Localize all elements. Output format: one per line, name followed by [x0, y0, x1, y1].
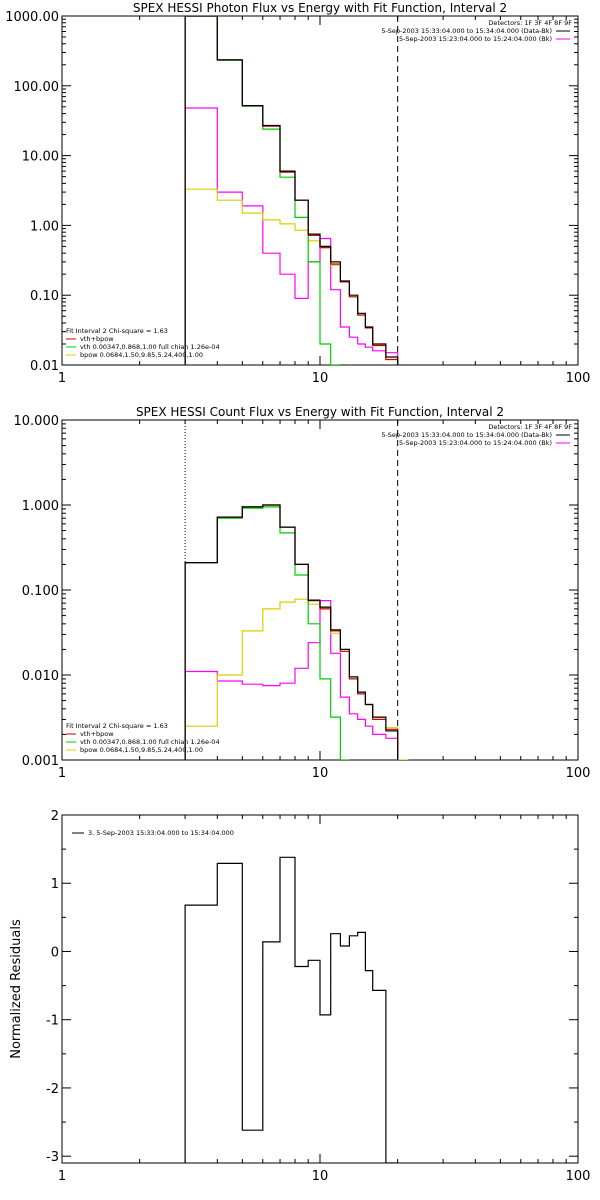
y-tick-label: 0.010 [22, 669, 59, 684]
y-tick-label: -2 [46, 1082, 59, 1097]
legend-left-entry: vth 0.00347,0.868,1.00 full chian 1.26e-… [80, 738, 220, 746]
x-tick-label: 100 [566, 766, 591, 781]
chart-panel-2: SPEX HESSI Count Flux vs Energy with Fit… [14, 405, 591, 781]
detectors-label: Detectors: 1F 3F 4F 8F 9F [488, 19, 572, 27]
x-tick-label: 10 [312, 371, 329, 386]
detectors-label: Detectors: 1F 3F 4F 8F 9F [488, 423, 572, 431]
legend-left-header: Fit Interval 2 Chi-square = 1.63 [66, 327, 168, 335]
series-data-histogram [184, 856, 398, 1163]
x-tick-label: 1 [58, 1169, 66, 1184]
x-tick-label: 1 [58, 766, 66, 781]
plot-frame [61, 419, 579, 761]
legend-left-entry: bpow 0.0684,1.50,9.85,5.24,400,1.00 [80, 351, 203, 359]
y-tick-label: 100.00 [14, 80, 60, 95]
series-bpow-histogram [184, 598, 409, 760]
y-tick-label: 0.100 [22, 584, 59, 599]
legend-right-entry: 5-Sep-2003 15:33:04.000 to 15:34:04.000 … [381, 431, 552, 439]
x-tick-label: 10 [312, 1169, 329, 1184]
x-tick-label: 100 [566, 371, 591, 386]
x-tick-label: 10 [312, 766, 329, 781]
y-tick-label: 1.000 [22, 499, 59, 514]
series-group [184, 856, 398, 1163]
legend-right-entry: 5-Sep-2003 15:23:04.000 to 15:24:04.000 … [399, 439, 552, 447]
series-group [184, 16, 399, 365]
y-tick-label: 1.00 [30, 219, 59, 234]
chart-title: SPEX HESSI Count Flux vs Energy with Fit… [136, 405, 504, 419]
y-axis-label: Normalized Residuals [9, 919, 24, 1059]
legend-right-entry: 5-Sep-2003 15:33:04.000 to 15:34:04.000 … [381, 27, 552, 35]
legend-right-entry: 5-Sep-2003 15:23:04.000 to 15:24:04.000 … [399, 35, 552, 43]
legend-left-entry: bpow 0.0684,1.50,9.85,5.24,400,1.00 [80, 746, 203, 754]
chart-panel-1: SPEX HESSI Photon Flux vs Energy with Fi… [5, 1, 590, 386]
series-total-histogram [184, 107, 399, 365]
chart-title: SPEX HESSI Photon Flux vs Energy with Fi… [133, 1, 507, 15]
x-tick-label: 1 [58, 371, 66, 386]
y-tick-label: 0.001 [22, 754, 59, 769]
series-total-histogram [184, 600, 399, 760]
y-tick-label: 10.00 [22, 150, 59, 165]
y-tick-label: -3 [46, 1150, 59, 1165]
series-data-histogram [184, 504, 399, 760]
y-tick-label: -1 [46, 1014, 59, 1029]
y-tick-label: 0 [51, 945, 59, 960]
y-tick-label: 10.000 [14, 414, 60, 429]
series-bpow-histogram [184, 188, 399, 365]
y-tick-label: 1 [51, 877, 59, 892]
chart-panel-3: Normalized Residuals 1 10 100 -3 -2 -1 0 1 2 3. 5-… [9, 809, 590, 1184]
legend-left-entry: vth+bpow [80, 730, 114, 738]
y-tick-label: 0.01 [30, 359, 59, 374]
legend-left-header: Fit Interval 2 Chi-square = 1.63 [66, 722, 168, 730]
series-vth-histogram [184, 506, 350, 760]
series-vth-histogram [184, 16, 341, 365]
y-tick-label: 0.10 [30, 289, 59, 304]
legend-left-entry: vth+bpow [80, 335, 114, 343]
legend-left-entry: vth 0.00347,0.868,1.00 full chian 1.26e-… [80, 343, 220, 351]
x-tick-label: 100 [566, 1169, 591, 1184]
series-data-histogram [184, 16, 399, 365]
series-group [184, 504, 409, 760]
y-tick-label: 2 [51, 809, 59, 824]
y-tick-label: 1000.00 [5, 10, 59, 25]
legend-left-entry: 3. 5-Sep-2003 15:33:04.000 to 15:34:04.0… [88, 829, 234, 837]
